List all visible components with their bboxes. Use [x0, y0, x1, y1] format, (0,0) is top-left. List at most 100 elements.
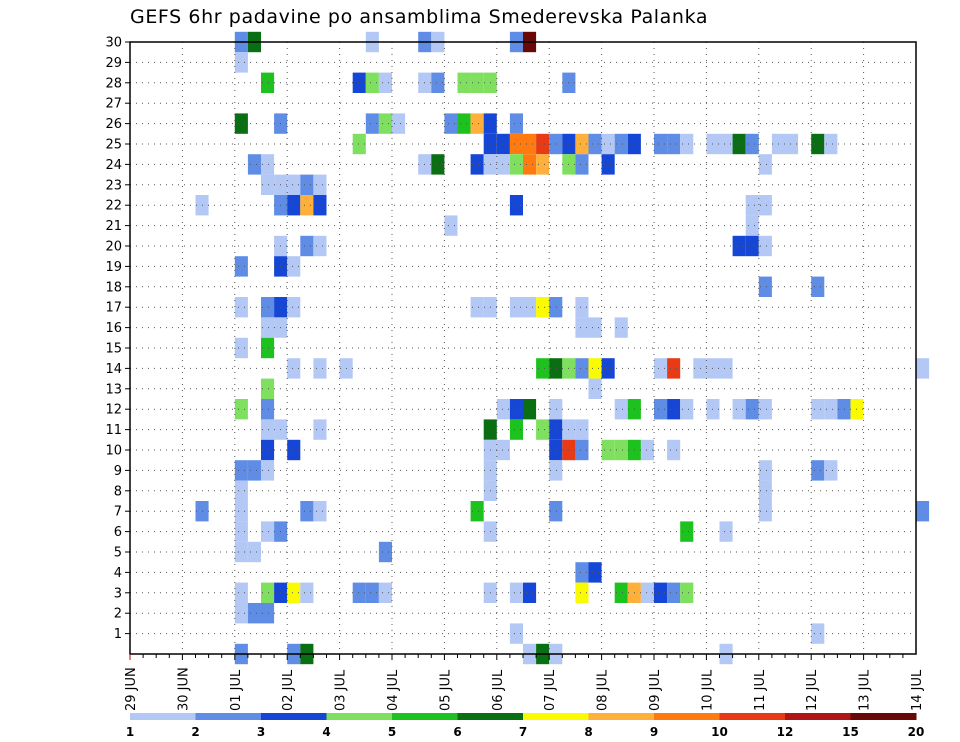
precip-cell [234, 399, 248, 420]
precip-cell [523, 154, 537, 175]
y-tick-label: 5 [114, 546, 122, 561]
precip-cell [287, 297, 301, 318]
y-tick-label: 18 [105, 280, 122, 295]
precip-cell [287, 195, 301, 216]
precip-cell [811, 399, 825, 420]
y-tick-label: 7 [114, 505, 122, 520]
precip-cell [509, 195, 523, 216]
y-tick-label: 16 [105, 321, 122, 336]
precip-cell [536, 154, 550, 175]
precip-cell [287, 358, 301, 379]
precip-cell [378, 72, 392, 93]
precip-cell [234, 541, 248, 563]
precip-cell [470, 113, 484, 134]
legend-swatch [588, 713, 655, 720]
y-tick-label: 20 [105, 240, 122, 255]
precip-cell [719, 133, 733, 155]
precip-cell [234, 113, 248, 134]
legend-label: 1 [126, 725, 134, 739]
precip-cell [837, 399, 851, 420]
legend-swatch [523, 713, 589, 720]
legend-swatch [785, 713, 851, 720]
precip-cell [247, 460, 261, 481]
precip-cell [811, 276, 825, 297]
precip-cell [261, 521, 275, 542]
precip-cell [588, 133, 602, 155]
precip-cell [654, 399, 668, 420]
y-tick-label: 3 [114, 586, 122, 601]
precip-cell [523, 399, 537, 420]
precip-cell [575, 154, 589, 175]
precip-cell [680, 582, 694, 603]
precip-cell [261, 460, 275, 481]
precip-cell [523, 582, 537, 603]
precip-cell [352, 133, 366, 155]
precip-cell [680, 399, 694, 420]
precip-cell [247, 541, 261, 563]
precip-cell [575, 133, 589, 155]
y-tick-label: 14 [105, 362, 122, 377]
precip-cell [785, 133, 799, 155]
precip-cell [352, 72, 366, 93]
precip-cell [523, 297, 537, 318]
precip-cell [496, 133, 510, 155]
precip-cell [811, 133, 825, 155]
y-tick-label: 27 [105, 97, 122, 112]
precip-cell [758, 154, 772, 175]
precip-cell [758, 399, 772, 420]
x-tick-label: 29 JUN [124, 667, 139, 711]
precip-cell [431, 72, 445, 93]
precip-cell [470, 297, 484, 318]
legend-swatch [195, 713, 262, 720]
precip-cell [654, 582, 668, 603]
precip-cell [588, 358, 602, 379]
precip-cell [365, 72, 379, 93]
y-tick-label: 15 [105, 342, 122, 357]
precip-cell [313, 501, 327, 522]
precip-cell [365, 582, 379, 603]
legend-swatch [850, 713, 917, 720]
x-tick-label: 13 JUL [858, 669, 873, 711]
precip-cell [234, 582, 248, 603]
legend-swatch [261, 713, 327, 720]
precip-cell [300, 174, 314, 195]
legend-label: 20 [908, 725, 925, 739]
precip-cell [758, 501, 772, 522]
precip-cell [234, 460, 248, 481]
precip-cell [824, 399, 838, 420]
precip-cell [916, 358, 930, 379]
precip-cell [392, 113, 406, 134]
y-tick-label: 22 [105, 199, 122, 214]
precip-cell [496, 399, 510, 420]
precip-cell [234, 501, 248, 522]
precip-cell [640, 439, 654, 461]
precip-cell [470, 72, 484, 93]
x-tick-label: 30 JUN [176, 667, 191, 711]
precip-cell [378, 113, 392, 134]
precip-cell [352, 582, 366, 603]
legend-label: 2 [191, 725, 199, 739]
precip-cell [313, 195, 327, 216]
precip-cell [496, 439, 510, 461]
precip-cell [457, 113, 471, 134]
precip-cell [509, 623, 523, 644]
x-tick-label: 08 JUL [596, 669, 611, 711]
precip-cell [365, 113, 379, 134]
precip-cell [509, 133, 523, 155]
precip-cell [536, 297, 550, 318]
precip-cell [378, 541, 392, 563]
x-tick-label: 12 JUL [805, 669, 820, 711]
legend-label: 5 [388, 725, 396, 739]
precip-cell [614, 133, 628, 155]
precip-cell [758, 276, 772, 297]
precip-cell [509, 399, 523, 420]
y-tick-label: 9 [114, 464, 122, 479]
y-tick-label: 23 [105, 178, 122, 193]
precip-cell [811, 460, 825, 481]
precip-cell [444, 113, 458, 134]
precip-cell [431, 154, 445, 175]
x-tick-label: 09 JUL [648, 669, 663, 711]
precip-cell [667, 399, 681, 420]
precip-cell [300, 582, 314, 603]
precip-cell [588, 562, 602, 583]
